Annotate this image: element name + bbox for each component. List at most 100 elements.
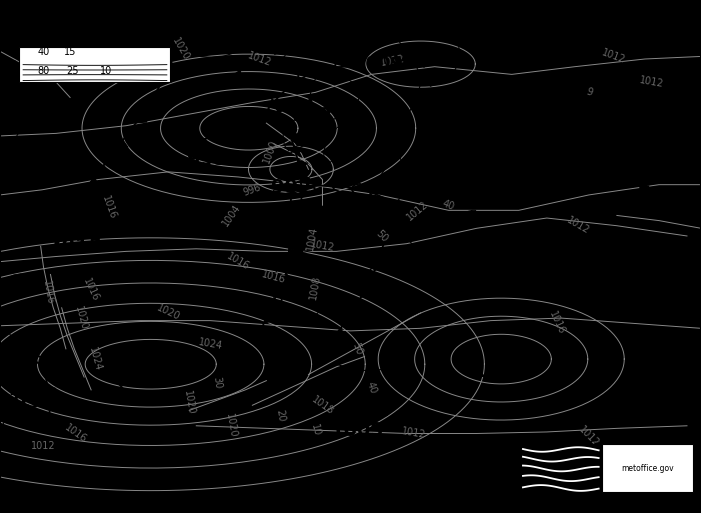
- Polygon shape: [43, 371, 52, 378]
- Text: 1009: 1009: [353, 55, 404, 73]
- Polygon shape: [217, 27, 227, 34]
- Polygon shape: [361, 290, 371, 297]
- Text: 996: 996: [242, 182, 263, 198]
- Polygon shape: [289, 132, 299, 141]
- Polygon shape: [290, 233, 298, 242]
- Text: 1000: 1000: [261, 138, 279, 165]
- Text: 1012: 1012: [246, 50, 273, 68]
- Text: 1020: 1020: [73, 305, 88, 331]
- Polygon shape: [270, 301, 280, 309]
- Text: L: L: [8, 380, 20, 400]
- Text: 50N: 50N: [0, 70, 17, 80]
- Polygon shape: [88, 178, 99, 185]
- Text: L: L: [306, 93, 318, 112]
- Polygon shape: [293, 246, 303, 254]
- Polygon shape: [298, 160, 308, 169]
- Polygon shape: [264, 314, 274, 323]
- Text: 1012: 1012: [379, 53, 406, 68]
- Text: 1008: 1008: [308, 274, 322, 300]
- Text: 1012: 1012: [31, 441, 56, 451]
- Polygon shape: [65, 216, 76, 225]
- Text: L: L: [285, 165, 297, 184]
- Polygon shape: [369, 276, 379, 284]
- Polygon shape: [290, 219, 299, 227]
- Text: in kt for 4.0 hPa intervals: in kt for 4.0 hPa intervals: [37, 35, 151, 44]
- Bar: [19, 47, 170, 82]
- Polygon shape: [72, 203, 82, 211]
- Text: 1004: 1004: [220, 203, 243, 228]
- Text: 1016: 1016: [63, 422, 88, 445]
- Polygon shape: [299, 218, 309, 226]
- Text: L: L: [200, 136, 213, 156]
- Polygon shape: [246, 60, 256, 67]
- Text: 40: 40: [37, 47, 50, 57]
- Polygon shape: [49, 401, 57, 408]
- Polygon shape: [117, 140, 128, 148]
- Polygon shape: [288, 260, 299, 268]
- Polygon shape: [177, 33, 186, 42]
- Text: 1020: 1020: [224, 413, 238, 439]
- Polygon shape: [294, 146, 304, 154]
- Polygon shape: [167, 62, 177, 70]
- Text: 40N: 40N: [0, 76, 17, 85]
- Polygon shape: [79, 190, 90, 198]
- Polygon shape: [283, 274, 293, 282]
- Text: 10: 10: [309, 423, 322, 437]
- Polygon shape: [252, 46, 261, 53]
- Text: 1016: 1016: [41, 280, 55, 305]
- Text: 80: 80: [37, 66, 50, 76]
- Polygon shape: [275, 105, 285, 113]
- Text: 1024: 1024: [197, 337, 224, 351]
- Polygon shape: [287, 262, 296, 270]
- Text: 9: 9: [584, 87, 594, 98]
- Polygon shape: [197, 24, 208, 30]
- Polygon shape: [178, 22, 189, 28]
- Text: 1004: 1004: [305, 226, 319, 251]
- Text: 30: 30: [212, 376, 223, 389]
- Text: 1018: 1018: [474, 362, 529, 382]
- Polygon shape: [353, 303, 363, 310]
- Polygon shape: [48, 417, 57, 424]
- Text: 1012: 1012: [639, 75, 665, 89]
- Polygon shape: [291, 190, 299, 199]
- Polygon shape: [380, 248, 390, 256]
- Polygon shape: [301, 203, 311, 212]
- Polygon shape: [48, 386, 56, 393]
- Text: 10: 10: [100, 66, 113, 76]
- Polygon shape: [207, 130, 217, 136]
- Polygon shape: [335, 329, 345, 336]
- Text: 992: 992: [271, 177, 311, 197]
- Text: 20: 20: [274, 408, 287, 423]
- Text: 1020: 1020: [182, 390, 196, 416]
- Polygon shape: [374, 262, 384, 270]
- Polygon shape: [276, 287, 287, 295]
- Text: 1009: 1009: [331, 421, 384, 441]
- Polygon shape: [173, 48, 183, 56]
- Text: 101: 101: [611, 172, 651, 192]
- Text: L: L: [69, 224, 82, 243]
- Text: 1024: 1024: [87, 346, 102, 372]
- Text: 1015: 1015: [48, 236, 103, 256]
- Polygon shape: [282, 291, 291, 299]
- Polygon shape: [158, 23, 169, 30]
- Text: L: L: [351, 408, 364, 428]
- Text: 15: 15: [64, 47, 76, 57]
- Text: 1016: 1016: [81, 277, 101, 303]
- Text: 1012: 1012: [565, 215, 592, 236]
- Text: 50: 50: [374, 228, 390, 244]
- Polygon shape: [235, 34, 244, 42]
- Text: 1020: 1020: [155, 303, 182, 323]
- Polygon shape: [232, 71, 242, 78]
- Text: 1012: 1012: [600, 48, 627, 65]
- Polygon shape: [285, 277, 294, 284]
- Text: H: H: [493, 349, 510, 369]
- Text: 1018: 1018: [310, 394, 335, 417]
- Polygon shape: [114, 378, 123, 384]
- Polygon shape: [390, 206, 399, 214]
- Text: 60N: 60N: [0, 65, 17, 74]
- Text: 993: 993: [186, 149, 227, 169]
- Polygon shape: [344, 316, 354, 323]
- Text: 70N: 70N: [0, 60, 17, 69]
- Text: H: H: [622, 160, 639, 179]
- Polygon shape: [384, 234, 393, 242]
